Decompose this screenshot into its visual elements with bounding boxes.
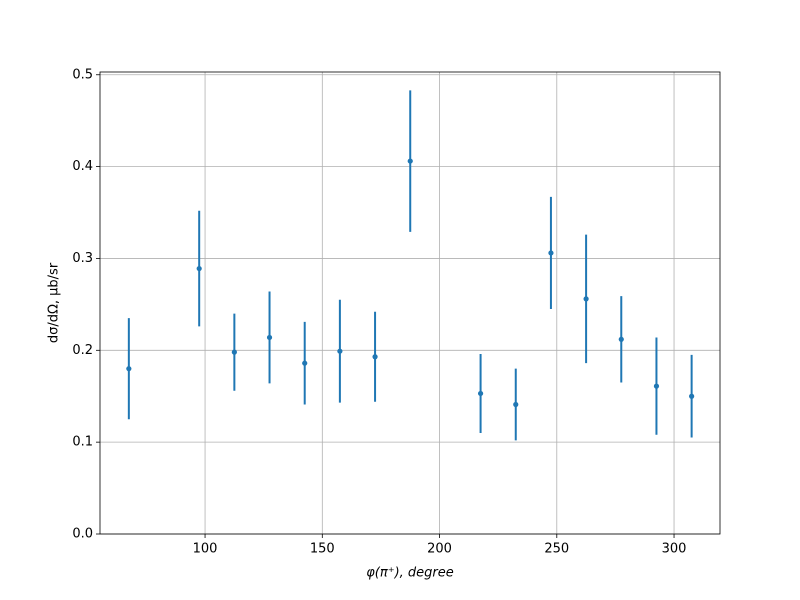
- point: [477, 390, 484, 397]
- point: [196, 265, 202, 272]
- x-tick-label: 200: [427, 542, 452, 557]
- point: [548, 250, 554, 256]
- plot-frame: [99, 71, 721, 535]
- point: [407, 158, 413, 164]
- point: [689, 393, 695, 399]
- point: [231, 349, 237, 355]
- x-tick-label: 250: [544, 542, 569, 557]
- point: [653, 383, 660, 389]
- x-tick-label: 150: [310, 542, 335, 557]
- point: [302, 360, 308, 366]
- y-tick-label: 0.2: [72, 343, 93, 358]
- point: [618, 336, 624, 342]
- y-axis-label: dσ/dΩ, μb/sr: [47, 262, 62, 343]
- x-axis-label: φ(π⁺), degree: [366, 566, 454, 581]
- y-tick-label: 0.1: [72, 435, 93, 450]
- point: [126, 366, 132, 372]
- y-tick-label: 0.0: [72, 527, 93, 542]
- y-tick-label: 0.3: [72, 251, 93, 266]
- x-tick-label: 300: [662, 542, 687, 557]
- y-tick-label: 0.5: [72, 67, 93, 82]
- point: [513, 401, 519, 408]
- point: [266, 334, 273, 341]
- point: [337, 348, 343, 354]
- point: [583, 296, 589, 302]
- x-tick-label: 100: [193, 542, 218, 557]
- y-tick-label: 0.4: [72, 159, 93, 174]
- point: [372, 354, 378, 360]
